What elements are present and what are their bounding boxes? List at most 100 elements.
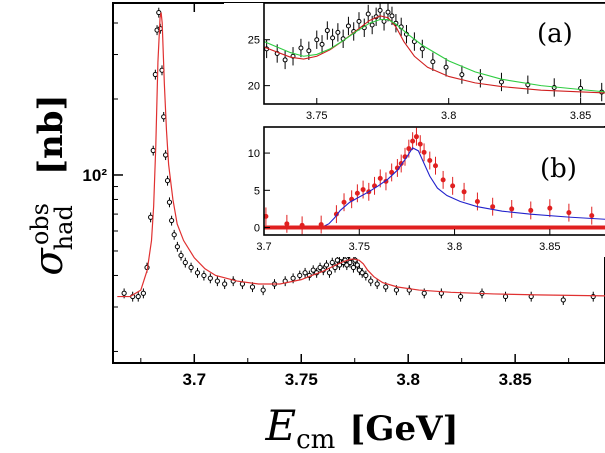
inset-b-data-marks xyxy=(264,127,605,235)
inset-b-data-point xyxy=(264,207,269,226)
inset-b-x-tick-label: 3.85 xyxy=(539,241,560,253)
main-data-point xyxy=(163,150,169,161)
inset-a-data-point xyxy=(314,30,320,49)
main-point-marker xyxy=(350,264,357,271)
inset-b-point-marker xyxy=(433,163,438,169)
inset-b-data-point xyxy=(433,156,438,175)
main-point-marker xyxy=(157,26,163,32)
main-data-point xyxy=(317,262,323,273)
main-data-point xyxy=(182,257,188,268)
inset-a-point-marker xyxy=(377,7,383,13)
main-data-point xyxy=(350,262,357,273)
main-point-marker xyxy=(502,293,509,300)
inset-a-background xyxy=(224,3,605,126)
main-data-point xyxy=(207,273,213,284)
main-data-point xyxy=(374,279,380,290)
main-point-marker xyxy=(121,290,127,296)
inset-b-point-marker xyxy=(440,177,446,183)
main-data-point xyxy=(222,279,228,290)
inset-b-point-marker xyxy=(450,183,456,189)
main-y-axis-label: σhadobs [nb] xyxy=(26,94,78,275)
main-x-axis-label: Ecm [GeV] xyxy=(264,401,458,453)
x-axis-symbol: E xyxy=(264,401,296,450)
main-data-point xyxy=(169,215,175,226)
main-data-point xyxy=(383,282,389,293)
inset-b-point-marker xyxy=(410,138,416,144)
main-point-marker xyxy=(368,278,374,284)
inset-a-data-point xyxy=(282,50,288,70)
inset-b-data-point xyxy=(450,176,456,195)
main-point-marker xyxy=(421,290,427,296)
main-point-marker xyxy=(359,270,365,276)
inset-b-series-1-line xyxy=(320,147,605,229)
main-data-point xyxy=(161,111,167,122)
main-data-point xyxy=(458,291,464,302)
inset-a-data-marks xyxy=(264,3,605,102)
inset-a-data-point xyxy=(443,58,449,77)
main-point-marker xyxy=(188,264,194,271)
main-data-point xyxy=(329,257,335,268)
inset-a-data-point xyxy=(324,21,330,40)
main-data-point xyxy=(159,65,165,76)
inset-a-data-point xyxy=(419,39,425,59)
inset-b-point-marker xyxy=(528,207,534,213)
main-data-point xyxy=(171,229,177,240)
inset-a-point-marker xyxy=(282,57,288,63)
main-point-marker xyxy=(326,270,333,276)
inset-a-data-point xyxy=(306,41,312,60)
inset-b-point-marker xyxy=(389,169,395,175)
inset-a-data-point xyxy=(319,35,325,54)
inset-a-point-marker xyxy=(306,48,312,54)
inset-b: 3.7 3.75 3.8 3.85 0 5 10 (b) xyxy=(224,126,605,257)
main-data-point xyxy=(323,260,330,271)
inset-a-data-point xyxy=(345,16,351,36)
inset-b-point-marker xyxy=(264,213,269,219)
y-axis-subscript: had xyxy=(50,205,78,250)
main-point-marker xyxy=(178,252,184,259)
inset-b-data-point xyxy=(389,163,395,182)
main-data-point xyxy=(502,291,509,302)
inset-a-point-marker xyxy=(319,41,325,47)
inset-a-point-marker xyxy=(385,9,391,15)
inset-a-point-marker xyxy=(419,46,425,52)
main-point-marker xyxy=(201,272,207,279)
inset-a-x-tick-label: 3.8 xyxy=(441,110,456,122)
inset-b-point-marker xyxy=(406,146,412,152)
main-point-marker xyxy=(393,287,400,293)
main-point-marker xyxy=(148,214,154,220)
inset-b-point-marker xyxy=(547,205,553,211)
inset-b-background xyxy=(224,127,605,257)
inset-a-data-point xyxy=(477,69,483,88)
main-point-marker xyxy=(334,257,340,263)
main-point-marker xyxy=(174,244,180,250)
main-point-marker xyxy=(163,152,169,158)
inset-b-data-point xyxy=(528,201,534,220)
main-point-marker xyxy=(590,293,596,300)
main-point-marker xyxy=(329,259,335,266)
main-point-marker xyxy=(152,71,158,78)
inset-b-y-tick-label: 0 xyxy=(254,223,260,235)
main-series-1-line xyxy=(117,12,605,298)
inset-a-data-point xyxy=(498,72,504,92)
y-axis-symbol: σ xyxy=(26,247,72,276)
inset-a-y-tick-label: 20 xyxy=(248,81,260,93)
inset-b-data-point xyxy=(421,143,427,162)
main-data-point xyxy=(302,267,308,278)
inset-b-data-point xyxy=(413,127,419,146)
main-point-marker xyxy=(249,284,256,290)
inset-a-data-point xyxy=(298,38,304,58)
inset-b-data-point xyxy=(566,203,572,222)
main-point-marker xyxy=(560,297,566,303)
inset-b-data-point xyxy=(440,170,446,189)
main-point-marker xyxy=(323,262,330,268)
inset-b-y-tick-label: 5 xyxy=(254,185,260,197)
inset-a-point-marker xyxy=(335,29,341,35)
main-data-point xyxy=(560,295,566,305)
main-point-marker xyxy=(140,290,146,296)
inset-b-point-marker xyxy=(377,175,383,181)
main-point-marker xyxy=(374,281,380,287)
main-point-marker xyxy=(182,259,188,266)
inset-b-point-marker xyxy=(341,199,347,205)
main-point-marker xyxy=(222,281,228,287)
